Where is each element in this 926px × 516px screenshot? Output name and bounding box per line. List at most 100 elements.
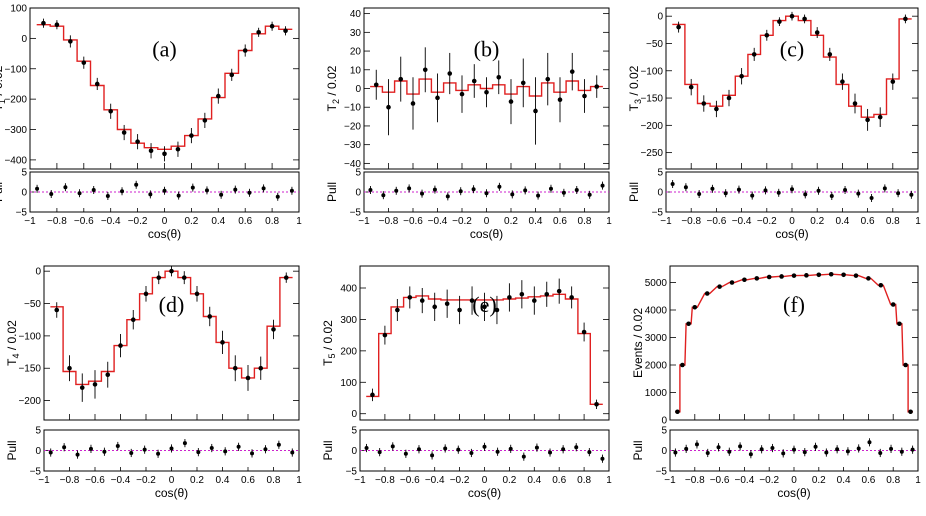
x-tick-label: 1 <box>915 475 921 486</box>
pull-point <box>738 444 743 449</box>
y-tick-label: −200 <box>18 396 41 407</box>
pull-point <box>534 445 539 450</box>
pull-point <box>236 444 241 449</box>
x-tick-label: −0.8 <box>379 216 399 227</box>
data-point <box>827 52 833 57</box>
y-tick-label: 0 <box>355 84 361 95</box>
x-tick-label: −0.6 <box>710 475 730 486</box>
pull-point <box>484 191 489 196</box>
data-point <box>569 295 574 300</box>
pull-point <box>824 450 829 455</box>
x-tick-label: 0 <box>169 475 175 486</box>
chart-panel-3: 0−50−100−150−200−1 −0.8 −0.6 −0.4 −0.2 0 0.2 0.… <box>5 265 302 500</box>
data-point <box>482 304 487 310</box>
x-tick-label: 0 <box>482 475 488 486</box>
data-point <box>283 275 289 280</box>
x-tick-label: 0.6 <box>553 216 567 227</box>
pull-y-tick-label: 5 <box>355 168 361 179</box>
pull-point <box>182 441 187 446</box>
data-point <box>686 321 691 327</box>
data-point <box>877 114 883 120</box>
y-tick-label: 100 <box>340 378 357 389</box>
pull-point <box>62 445 67 450</box>
pull-point <box>377 450 382 455</box>
data-point <box>194 291 200 297</box>
data-point <box>852 101 858 106</box>
pull-point <box>390 444 395 449</box>
data-point <box>688 84 694 90</box>
data-point <box>229 72 235 78</box>
x-tick-label: 0.8 <box>886 216 900 227</box>
pull-point <box>878 450 883 455</box>
pull-point <box>48 450 53 455</box>
pull-y-tick-label: 5 <box>351 426 357 437</box>
pull-point <box>869 196 874 200</box>
y-tick-label: −20 <box>344 121 361 132</box>
pull-point <box>723 191 728 196</box>
pull-point <box>835 447 840 452</box>
data-point <box>754 276 760 281</box>
pull-point <box>471 187 476 192</box>
data-point <box>520 80 526 86</box>
panel-label: (e) <box>472 292 496 317</box>
pull-point <box>120 189 125 194</box>
pull-point <box>813 444 818 449</box>
y-axis-label-sub: 1 <box>0 99 7 104</box>
data-point <box>135 139 140 144</box>
data-point <box>216 93 221 99</box>
x-tick-label: 0.8 <box>578 216 592 227</box>
x-tick-label: −0.2 <box>757 216 777 227</box>
data-point <box>382 332 388 338</box>
x-tick-label: 0.6 <box>552 475 566 486</box>
data-point <box>789 13 795 19</box>
pull-point <box>896 191 901 196</box>
x-tick-label: 1 <box>296 475 302 486</box>
y-tick-label: 3000 <box>645 333 668 344</box>
x-tick-label: 0 <box>162 216 168 227</box>
pull-point <box>843 188 848 192</box>
data-point <box>828 271 834 277</box>
pull-point <box>445 194 450 199</box>
data-point <box>533 108 538 114</box>
x-tick-label: 0.4 <box>529 216 543 227</box>
x-tick-label: 1 <box>915 216 921 227</box>
pull-point <box>548 450 553 455</box>
x-tick-label: −0.4 <box>735 475 755 486</box>
data-point <box>729 280 735 285</box>
data-point <box>556 288 562 294</box>
data-point <box>410 101 416 106</box>
y-tick-label: 0 <box>351 409 357 420</box>
data-point <box>41 20 46 26</box>
y-tick-label: 2000 <box>645 361 668 372</box>
y-tick-label: −100 <box>4 64 27 75</box>
x-tick-label: 0.4 <box>837 475 851 486</box>
panel-label: (c) <box>780 36 804 61</box>
pull-point <box>407 186 412 191</box>
x-tick-label: 0 <box>484 216 490 227</box>
x-tick-label: 0.2 <box>812 475 826 486</box>
pull-point <box>142 447 147 452</box>
data-point <box>256 30 261 35</box>
data-point <box>751 52 757 57</box>
x-tick-label: 0.8 <box>577 475 591 486</box>
pull-point <box>443 446 448 451</box>
y-tick-label: −400 <box>4 155 27 166</box>
pull-point <box>561 447 566 452</box>
x-tick-label: −0.6 <box>707 216 727 227</box>
x-axis-label: cos(θ) <box>777 486 810 500</box>
data-point <box>130 317 136 323</box>
data-point <box>169 268 174 274</box>
x-tick-label: 0.6 <box>238 216 252 227</box>
y-tick-label: 0 <box>21 34 27 45</box>
main-plot-frame <box>665 7 919 170</box>
pull-point <box>587 450 592 455</box>
pull-y-tick-label: 0 <box>657 188 663 199</box>
pull-point <box>684 446 689 451</box>
y-tick-label: 0 <box>661 416 667 427</box>
data-point <box>79 385 85 390</box>
x-tick-label: −0.4 <box>101 216 121 227</box>
data-point <box>444 301 450 307</box>
pull-point <box>781 451 786 456</box>
